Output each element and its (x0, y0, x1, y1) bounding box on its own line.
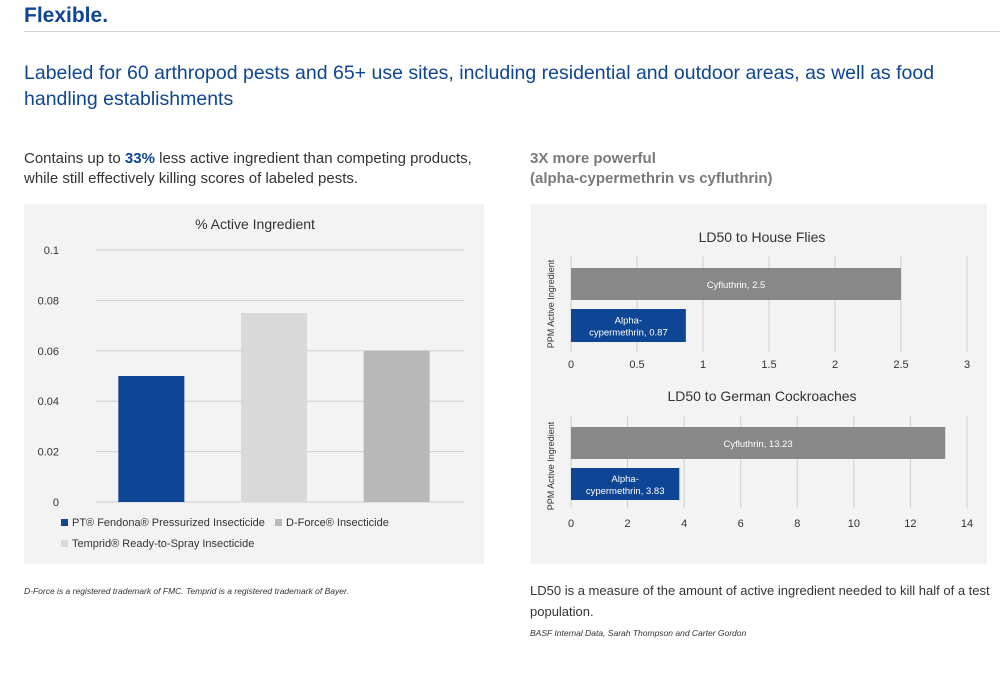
x-tick-label: 10 (848, 518, 860, 530)
legend-label: Temprid® Ready-to-Spray Insecticide (72, 538, 254, 550)
y-tick-label: 0 (53, 497, 59, 509)
bar-label-line1: Alpha- (615, 316, 642, 327)
right-title-line2: (alpha-cypermethrin vs cyfluthrin) (530, 170, 773, 187)
bar-label: Cyfluthrin, 2.5 (707, 280, 766, 291)
ld50-charts-panel: LD50 to House Flies PPM Active Ingredient… (531, 204, 987, 564)
heading-divider (24, 31, 1000, 32)
bar-label: Cyfluthrin, 13.23 (724, 439, 793, 450)
lead-paragraph: Labeled for 60 arthropod pests and 65+ u… (24, 62, 935, 110)
bar-label-line1: Alpha- (611, 474, 638, 485)
left-intro-highlight: 33% (124, 150, 155, 167)
y-tick-label: 0.02 (38, 447, 59, 459)
y-tick-label: 0.04 (38, 396, 59, 408)
legend-swatch (61, 519, 68, 526)
x-tick-label: 12 (904, 518, 916, 530)
ld50-explanation: LD50 is a measure of the amount of activ… (530, 583, 990, 619)
y-axis-label: PPM Active Ingredient (546, 259, 556, 348)
x-tick-label: 2.5 (893, 359, 908, 371)
x-tick-label: 1 (700, 359, 706, 371)
trademark-note: D-Force is a registered trademark of FMC… (24, 586, 349, 596)
x-tick-label: 2 (832, 359, 838, 371)
x-tick-label: 0 (568, 359, 574, 371)
bar (571, 268, 901, 300)
bar (241, 313, 307, 502)
chart-title: % Active Ingredient (195, 216, 315, 232)
x-tick-label: 6 (738, 518, 744, 530)
x-tick-label: 1.5 (761, 359, 776, 371)
x-tick-label: 0.5 (629, 359, 644, 371)
x-tick-label: 3 (964, 359, 970, 371)
bar (571, 468, 680, 500)
page-heading: Flexible. (24, 4, 109, 27)
bar (118, 376, 185, 502)
ld50-charts: LD50 to House Flies PPM Active Ingredient… (546, 229, 973, 530)
y-tick-label: 0.08 (38, 295, 59, 307)
x-tick-label: 0 (568, 518, 574, 530)
x-tick-label: 2 (625, 518, 631, 530)
chart-title: LD50 to German Cockroaches (667, 388, 856, 404)
source-note: BASF Internal Data, Sarah Thompson and C… (530, 628, 747, 638)
left-intro-before: Contains up to (24, 150, 125, 167)
chart-title: LD50 to House Flies (699, 229, 826, 245)
left-intro-after: less active ingredient than competing pr… (24, 150, 472, 187)
x-tick-label: 8 (794, 518, 800, 530)
active-ingredient-chart-panel: % Active Ingredient 0 0.02 0.04 0.06 0.08 0.1 P… (24, 204, 484, 564)
right-title-line1: 3X more powerful (530, 150, 656, 167)
y-tick-label: 0.1 (44, 245, 59, 257)
left-intro-text: Contains up to 33% less active ingredien… (24, 149, 504, 189)
legend-label: PT® Fendona® Pressurized Insecticide (72, 517, 265, 529)
bar-label-line2: cypermethrin, 0.87 (589, 328, 668, 339)
bar (571, 427, 946, 459)
bar (363, 350, 430, 502)
active-ingredient-chart: % Active Ingredient 0 0.02 0.04 0.06 0.08 0.1 P… (38, 216, 464, 550)
x-tick-label: 14 (961, 518, 973, 530)
legend-swatch (275, 519, 282, 526)
y-axis-label: PPM Active Ingredient (546, 421, 556, 510)
x-tick-label: 4 (681, 518, 687, 530)
legend-swatch (61, 540, 68, 547)
bar-label-line2: cypermethrin, 3.83 (586, 486, 665, 497)
legend-label: D-Force® Insecticide (286, 517, 389, 529)
bar (571, 309, 686, 342)
right-section-title: 3X more powerful (alpha-cypermethrin vs … (530, 149, 930, 189)
y-tick-label: 0.06 (38, 346, 59, 358)
